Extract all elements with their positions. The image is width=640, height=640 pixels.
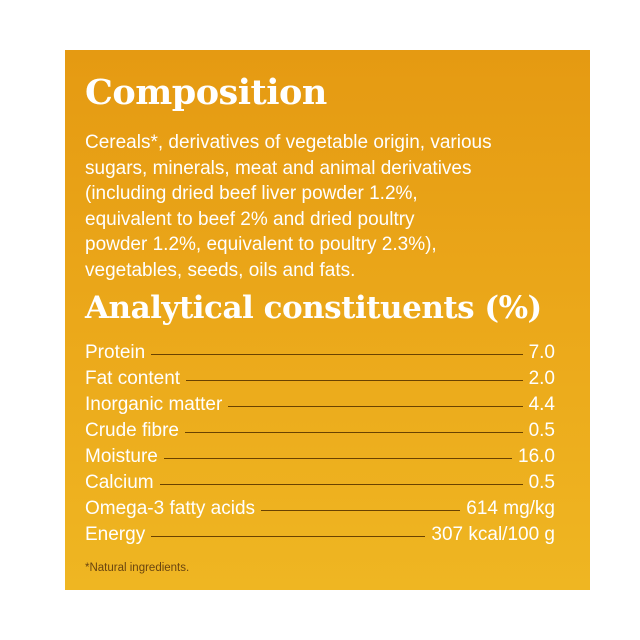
row-value: 4.4 bbox=[528, 394, 555, 415]
row-value: 0.5 bbox=[528, 472, 555, 493]
leader-line bbox=[261, 510, 461, 511]
text-line: (including dried beef liver powder 1.2%, bbox=[85, 183, 418, 204]
leader-line bbox=[228, 406, 523, 407]
label-panel: Composition Cereals*, derivatives of veg… bbox=[65, 50, 590, 590]
table-row: Omega-3 fatty acids 614 mg/kg bbox=[85, 498, 555, 524]
row-value: 307 kcal/100 g bbox=[431, 524, 555, 545]
row-value: 614 mg/kg bbox=[466, 498, 555, 519]
leader-line bbox=[151, 536, 426, 537]
leader-line bbox=[186, 380, 523, 381]
text-line: vegetables, seeds, oils and fats. bbox=[85, 259, 356, 281]
text-line: powder 1.2%, equivalent to poultry 2.3%)… bbox=[85, 234, 437, 255]
table-row: Inorganic matter 4.4 bbox=[85, 394, 555, 420]
table-row: Fat content 2.0 bbox=[85, 368, 555, 394]
row-name: Energy bbox=[85, 524, 146, 545]
row-name: Inorganic matter bbox=[85, 394, 223, 415]
analytical-table: Protein 7.0 Fat content 2.0 Inorganic matter… bbox=[85, 342, 555, 550]
leader-line bbox=[151, 354, 523, 355]
table-row: Calcium 0.5 bbox=[85, 472, 555, 498]
footnote: *Natural ingredients. bbox=[85, 562, 190, 574]
text-line: sugars, minerals, meat and animal deriva… bbox=[85, 157, 472, 179]
row-name: Fat content bbox=[85, 368, 181, 389]
table-row: Energy 307 kcal/100 g bbox=[85, 524, 555, 550]
row-name: Crude fibre bbox=[85, 420, 179, 441]
row-name: Omega-3 fatty acids bbox=[85, 498, 256, 519]
composition-text: Cereals*, derivatives of vegetable origi… bbox=[85, 130, 492, 283]
leader-line bbox=[163, 458, 513, 459]
composition-title: Composition bbox=[85, 72, 327, 113]
row-name: Moisture bbox=[85, 446, 158, 467]
row-value: 7.0 bbox=[528, 342, 555, 363]
analytical-title: Analytical constituents (%) bbox=[85, 290, 542, 326]
text-line: equivalent to beef 2% and dried poultry bbox=[85, 208, 415, 230]
table-row: Protein 7.0 bbox=[85, 342, 555, 368]
row-value: 0.5 bbox=[528, 420, 555, 441]
leader-line bbox=[185, 432, 523, 433]
row-name: Protein bbox=[85, 342, 146, 363]
row-value: 16.0 bbox=[518, 446, 555, 467]
row-name: Calcium bbox=[85, 472, 154, 493]
text-line: Cereals*, derivatives of vegetable origi… bbox=[85, 132, 492, 153]
leader-line bbox=[159, 484, 523, 485]
table-row: Crude fibre 0.5 bbox=[85, 420, 555, 446]
row-value: 2.0 bbox=[528, 368, 555, 389]
table-row: Moisture 16.0 bbox=[85, 446, 555, 472]
